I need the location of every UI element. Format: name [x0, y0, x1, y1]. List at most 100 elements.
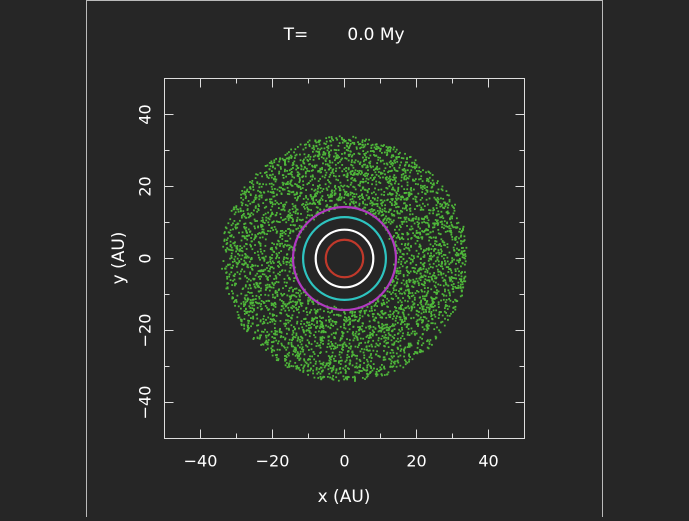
disk-particle	[458, 278, 461, 281]
disk-particle	[403, 337, 406, 340]
disk-particle	[388, 192, 391, 194]
disk-particle	[395, 270, 398, 273]
disk-particle	[379, 316, 382, 319]
disk-particle	[259, 319, 262, 322]
disk-particle	[254, 236, 256, 239]
disk-particle	[316, 320, 319, 323]
disk-particle	[438, 329, 441, 332]
disk-particle	[437, 301, 440, 304]
disk-particle	[303, 358, 306, 361]
disk-particle	[285, 221, 288, 224]
disk-particle	[292, 205, 295, 208]
disk-particle	[444, 203, 447, 206]
disk-particle	[413, 353, 415, 355]
disk-particle	[463, 277, 466, 280]
disk-particle	[437, 317, 440, 320]
disk-particle	[272, 165, 274, 168]
disk-particle	[244, 216, 247, 219]
disk-particle	[333, 208, 336, 210]
disk-particle	[310, 209, 312, 211]
y-tick-label: 40	[136, 104, 155, 124]
disk-particle	[312, 146, 315, 149]
disk-particle	[285, 356, 288, 359]
disk-particle	[330, 347, 333, 350]
disk-particle	[284, 233, 287, 235]
disk-particle	[433, 208, 435, 211]
disk-particle	[366, 360, 369, 363]
disk-particle	[422, 251, 424, 254]
disk-particle	[338, 360, 340, 363]
disk-particle	[261, 307, 263, 310]
disk-particle	[275, 220, 278, 223]
disk-particle	[402, 366, 405, 369]
disk-particle	[431, 298, 434, 301]
disk-particle	[435, 214, 438, 217]
disk-particle	[272, 267, 275, 270]
disk-particle	[408, 307, 411, 310]
disk-particle	[435, 207, 438, 210]
disk-particle	[329, 367, 332, 370]
disk-particle	[321, 376, 324, 379]
disk-particle	[366, 348, 368, 351]
disk-particle	[233, 260, 236, 263]
disk-particle	[338, 187, 341, 190]
disk-particle	[393, 189, 396, 192]
disk-particle	[232, 264, 234, 267]
disk-particle	[464, 280, 467, 283]
disk-particle	[375, 333, 378, 336]
planet-orbit-4	[291, 205, 398, 312]
disk-particle	[375, 180, 378, 183]
disk-particle	[357, 333, 360, 336]
disk-particle	[351, 311, 354, 313]
disk-particle	[343, 184, 346, 187]
disk-particle	[274, 333, 277, 336]
disk-particle	[394, 293, 397, 295]
disk-particle	[364, 143, 367, 146]
disk-particle	[286, 169, 288, 172]
disk-particle	[343, 311, 346, 313]
disk-particle	[349, 171, 352, 174]
disk-particle	[440, 263, 443, 265]
disk-particle	[383, 340, 386, 343]
disk-particle	[312, 201, 315, 204]
disk-particle	[404, 170, 407, 173]
disk-particle	[296, 301, 299, 303]
disk-particle	[430, 314, 433, 317]
disk-particle	[259, 190, 261, 193]
disk-particle	[434, 248, 437, 250]
disk-particle	[409, 171, 412, 174]
disk-particle	[439, 205, 442, 208]
disk-particle	[366, 375, 369, 378]
disk-particle	[344, 372, 347, 374]
disk-particle	[408, 297, 411, 300]
disk-particle	[369, 365, 372, 367]
disk-particle	[384, 217, 386, 220]
disk-particle	[389, 193, 392, 196]
disk-particle	[280, 202, 283, 204]
disk-particle	[266, 267, 268, 269]
disk-particle	[282, 182, 285, 185]
disk-particle	[296, 216, 299, 219]
disk-particle	[432, 212, 434, 215]
disk-particle	[405, 282, 408, 285]
disk-particle	[256, 329, 259, 332]
disk-particle	[322, 331, 325, 334]
disk-particle	[285, 182, 288, 185]
disk-particle	[345, 318, 348, 321]
disk-particle	[462, 240, 465, 243]
disk-particle	[270, 214, 272, 217]
disk-particle	[395, 289, 398, 292]
disk-particle	[327, 168, 330, 171]
disk-particle	[294, 206, 297, 209]
disk-particle	[289, 229, 292, 232]
disk-particle	[295, 273, 298, 276]
disk-particle	[369, 325, 372, 327]
disk-particle	[376, 344, 379, 347]
disk-particle	[351, 364, 354, 367]
disk-particle	[343, 326, 346, 329]
disk-particle	[350, 163, 353, 166]
disk-particle	[291, 220, 294, 223]
disk-particle	[430, 315, 432, 318]
disk-particle	[393, 324, 395, 327]
disk-particle	[297, 185, 300, 187]
